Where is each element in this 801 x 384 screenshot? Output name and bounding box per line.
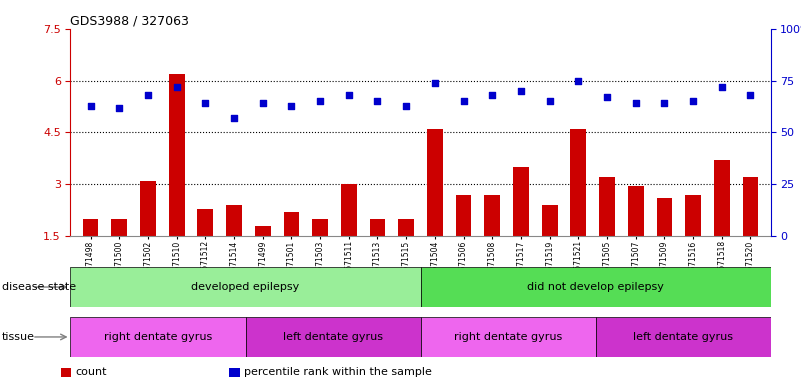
Bar (596, 317, 771, 357)
Point (371, 98, 384, 104)
Point (514, 88, 527, 94)
Point (686, 98, 699, 104)
Bar (229, 368, 239, 377)
Bar (570, 129, 586, 288)
Point (256, 100, 269, 106)
Bar (599, 177, 615, 288)
Point (744, 92, 757, 98)
Point (342, 92, 355, 98)
Point (113, 104, 126, 111)
Text: right dentate gyrus: right dentate gyrus (454, 332, 562, 342)
Point (457, 98, 470, 104)
Bar (341, 184, 356, 288)
Text: GDS3988 / 327063: GDS3988 / 327063 (70, 15, 189, 28)
Text: disease state: disease state (2, 282, 76, 292)
Point (171, 84, 183, 90)
Text: right dentate gyrus: right dentate gyrus (104, 332, 212, 342)
Point (227, 115, 240, 121)
Point (572, 78, 585, 84)
Bar (198, 209, 213, 288)
Text: left dentate gyrus: left dentate gyrus (283, 332, 383, 342)
Point (314, 98, 327, 104)
Point (715, 84, 728, 90)
Bar (513, 167, 529, 288)
Text: developed epilepsy: developed epilepsy (191, 282, 300, 292)
Bar (427, 129, 443, 288)
Bar (369, 219, 385, 288)
Bar (70, 317, 246, 357)
Text: count: count (75, 367, 107, 377)
Text: tissue: tissue (2, 332, 34, 342)
Bar (685, 195, 701, 288)
Bar (61, 368, 71, 377)
Text: did not develop epilepsy: did not develop epilepsy (527, 282, 664, 292)
Bar (657, 198, 672, 288)
Point (543, 98, 556, 104)
Bar (83, 219, 99, 288)
Point (199, 100, 211, 106)
Bar (421, 267, 771, 307)
Point (84, 103, 97, 109)
Bar (628, 186, 643, 288)
Bar (541, 205, 557, 288)
Bar (246, 317, 421, 357)
Bar (169, 74, 184, 288)
Point (601, 94, 614, 100)
Point (400, 103, 413, 109)
Point (658, 100, 670, 106)
Point (429, 79, 441, 86)
Point (630, 100, 642, 106)
Bar (421, 317, 596, 357)
Text: percentile rank within the sample: percentile rank within the sample (244, 367, 432, 377)
Bar (485, 195, 500, 288)
Bar (743, 177, 759, 288)
Bar (140, 181, 156, 288)
Point (142, 92, 155, 98)
Bar (312, 219, 328, 288)
Bar (255, 226, 271, 288)
Bar (714, 160, 730, 288)
Bar (284, 212, 300, 288)
Point (285, 103, 298, 109)
Bar (398, 219, 414, 288)
Text: left dentate gyrus: left dentate gyrus (633, 332, 733, 342)
Bar (111, 219, 127, 288)
Bar (70, 267, 421, 307)
Bar (456, 195, 472, 288)
Bar (226, 205, 242, 288)
Point (486, 92, 499, 98)
